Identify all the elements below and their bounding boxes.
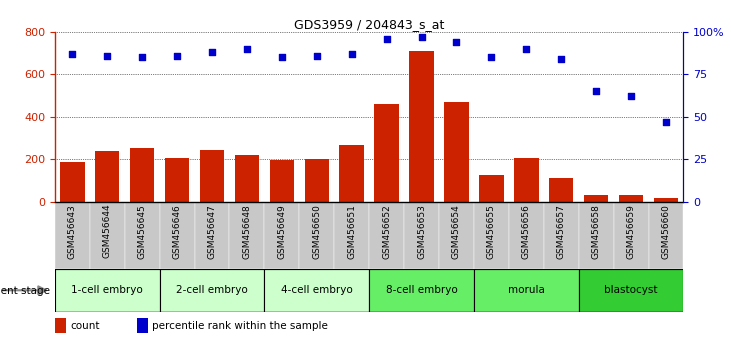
Point xyxy=(450,39,462,45)
Bar xyxy=(514,158,539,202)
Bar xyxy=(509,202,544,269)
Point xyxy=(136,55,148,60)
Bar xyxy=(270,160,294,202)
Point xyxy=(171,53,183,58)
Point xyxy=(67,51,78,57)
Text: 1-cell embryo: 1-cell embryo xyxy=(72,285,143,295)
Text: GSM456651: GSM456651 xyxy=(347,204,356,259)
Bar xyxy=(613,202,648,269)
Bar xyxy=(439,202,474,269)
Bar xyxy=(137,318,148,333)
Bar xyxy=(619,195,643,202)
Bar xyxy=(159,269,265,312)
Bar xyxy=(409,51,433,202)
Point xyxy=(276,55,288,60)
Text: 8-cell embryo: 8-cell embryo xyxy=(386,285,458,295)
Bar xyxy=(369,202,404,269)
Bar xyxy=(339,145,364,202)
Bar xyxy=(235,155,259,202)
Point xyxy=(485,55,497,60)
Text: morula: morula xyxy=(508,285,545,295)
Bar xyxy=(60,162,85,202)
Point xyxy=(625,93,637,99)
Bar xyxy=(125,202,159,269)
Bar xyxy=(159,202,194,269)
Bar xyxy=(265,202,299,269)
Text: GSM456656: GSM456656 xyxy=(522,204,531,259)
Text: count: count xyxy=(70,320,100,331)
Text: GSM456657: GSM456657 xyxy=(557,204,566,259)
Bar xyxy=(584,195,608,202)
Text: development stage: development stage xyxy=(0,286,50,296)
Text: GSM456652: GSM456652 xyxy=(382,204,391,258)
Point xyxy=(591,88,602,94)
Text: 2-cell embryo: 2-cell embryo xyxy=(176,285,248,295)
Bar xyxy=(200,150,224,202)
Point xyxy=(346,51,357,57)
Point xyxy=(311,53,322,58)
Bar xyxy=(549,178,574,202)
Text: GSM456649: GSM456649 xyxy=(277,204,287,258)
Bar xyxy=(334,202,369,269)
Bar xyxy=(55,202,90,269)
Bar xyxy=(374,104,399,202)
Point xyxy=(241,46,253,52)
Point xyxy=(520,46,532,52)
Bar xyxy=(55,318,66,333)
Point xyxy=(381,36,393,41)
Text: GSM456660: GSM456660 xyxy=(662,204,670,259)
Text: blastocyst: blastocyst xyxy=(605,285,658,295)
Text: percentile rank within the sample: percentile rank within the sample xyxy=(152,320,328,331)
Text: GSM456643: GSM456643 xyxy=(68,204,77,258)
Bar xyxy=(265,269,369,312)
Bar xyxy=(230,202,265,269)
Point xyxy=(206,50,218,55)
Bar xyxy=(194,202,230,269)
Text: GSM456655: GSM456655 xyxy=(487,204,496,259)
Bar xyxy=(55,269,159,312)
Bar xyxy=(95,151,119,202)
Point xyxy=(660,119,672,125)
Text: 4-cell embryo: 4-cell embryo xyxy=(281,285,352,295)
Text: GSM456653: GSM456653 xyxy=(417,204,426,259)
Bar xyxy=(544,202,579,269)
Bar xyxy=(480,175,504,202)
Bar xyxy=(648,202,683,269)
Text: GSM456648: GSM456648 xyxy=(243,204,251,258)
Text: GSM456650: GSM456650 xyxy=(312,204,321,259)
Text: GSM456645: GSM456645 xyxy=(137,204,147,258)
Bar xyxy=(474,202,509,269)
Bar xyxy=(579,202,613,269)
Bar xyxy=(305,159,329,202)
Text: GSM456647: GSM456647 xyxy=(208,204,216,258)
Bar xyxy=(404,202,439,269)
Point xyxy=(102,53,113,58)
Bar xyxy=(299,202,334,269)
Text: GSM456644: GSM456644 xyxy=(103,204,112,258)
Bar xyxy=(369,269,474,312)
Text: GSM456659: GSM456659 xyxy=(626,204,635,259)
Bar xyxy=(130,148,154,202)
Bar xyxy=(90,202,125,269)
Text: GSM456658: GSM456658 xyxy=(591,204,601,259)
Text: GSM456646: GSM456646 xyxy=(173,204,181,258)
Title: GDS3959 / 204843_s_at: GDS3959 / 204843_s_at xyxy=(294,18,444,31)
Bar xyxy=(164,158,189,202)
Bar xyxy=(579,269,683,312)
Bar xyxy=(654,198,678,202)
Bar xyxy=(474,269,579,312)
Point xyxy=(556,56,567,62)
Bar xyxy=(444,102,469,202)
Text: GSM456654: GSM456654 xyxy=(452,204,461,258)
Point xyxy=(416,34,428,40)
